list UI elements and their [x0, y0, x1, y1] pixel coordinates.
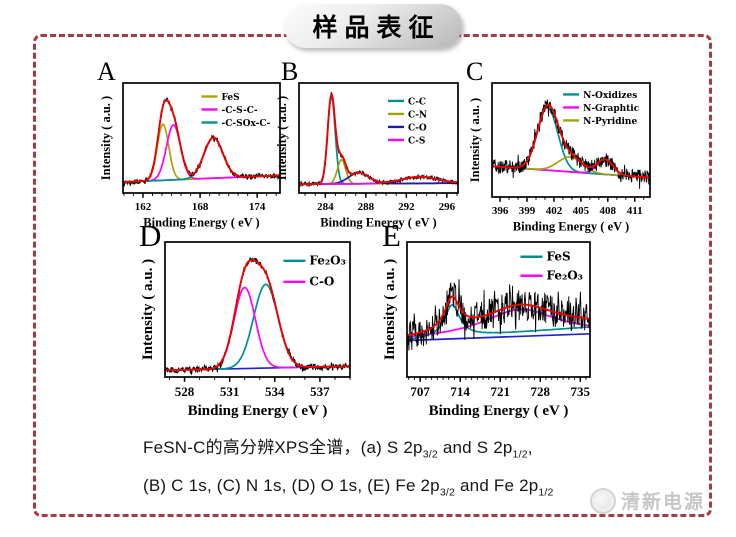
svg-text:174: 174 [249, 201, 266, 213]
svg-text:Intensity ( a.u. ): Intensity ( a.u. ) [140, 259, 156, 360]
svg-text:721: 721 [490, 384, 510, 399]
svg-text:A: A [97, 57, 116, 86]
watermark-logo-icon [590, 487, 616, 514]
svg-text:Binding Energy ( eV ): Binding Energy ( eV ) [513, 220, 629, 234]
svg-text:735: 735 [571, 384, 591, 399]
svg-text:Intensity ( a.u. ): Intensity ( a.u. ) [275, 96, 289, 180]
svg-text:292: 292 [398, 201, 415, 213]
svg-text:162: 162 [135, 201, 152, 213]
svg-text:728: 728 [530, 384, 550, 399]
svg-text:FeS: FeS [546, 249, 570, 263]
svg-text:E: E [382, 218, 401, 253]
svg-text:Intensity ( a.u. ): Intensity ( a.u. ) [468, 98, 482, 182]
svg-text:714: 714 [450, 384, 470, 399]
svg-text:405: 405 [573, 205, 590, 217]
svg-text:Binding Energy ( eV ): Binding Energy ( eV ) [320, 216, 436, 230]
svg-text:296: 296 [439, 201, 456, 213]
svg-text:402: 402 [546, 205, 563, 217]
watermark: 清新电源 [590, 487, 705, 514]
svg-text:411: 411 [627, 205, 643, 217]
svg-text:396: 396 [492, 205, 509, 217]
svg-text:C: C [466, 57, 483, 86]
svg-text:-C-SOx-C-: -C-SOx-C- [222, 119, 271, 129]
svg-text:531: 531 [220, 384, 240, 399]
svg-text:N-Pyridine: N-Pyridine [583, 117, 637, 127]
svg-text:C-O: C-O [309, 274, 334, 288]
caption-line-2: (B) C 1s, (C) N 1s, (D) O 1s, (E) Fe 2p3… [143, 476, 554, 499]
panel-a-chart: 162 168 174 Binding Energy ( eV ) Intensity … [97, 57, 281, 230]
svg-text:284: 284 [317, 201, 334, 213]
svg-text:Fe₂O₃: Fe₂O₃ [546, 268, 582, 282]
svg-text:Intensity ( a.u. ): Intensity ( a.u. ) [382, 259, 398, 360]
svg-text:C-N: C-N [408, 110, 427, 120]
title-banner: 样品表征 [284, 4, 462, 48]
caption-line-1: FeSN-C的高分辨XPS全谱，(a) S 2p3/2 and S 2p1/2, [143, 438, 533, 461]
svg-text:Binding Energy ( eV ): Binding Energy ( eV ) [188, 403, 328, 419]
svg-text:537: 537 [310, 384, 330, 399]
svg-text:408: 408 [600, 205, 617, 217]
svg-text:FeS: FeS [222, 93, 240, 103]
svg-text:-C-S-C-: -C-S-C- [222, 106, 258, 116]
svg-text:Fe₂O₃: Fe₂O₃ [309, 253, 345, 267]
panel-c-chart: 396 399 402 405 408 411 Binding Energy ( eV ) I… [466, 57, 651, 234]
svg-text:C-O: C-O [408, 123, 427, 133]
slide-title: 样品表征 [312, 15, 441, 42]
svg-text:Binding Energy ( eV ): Binding Energy ( eV ) [143, 216, 259, 230]
watermark-text: 清新电源 [621, 492, 706, 513]
svg-text:399: 399 [519, 205, 536, 217]
figure-caption: FeSN-C的高分辨XPS全谱，(a) S 2p3/2 and S 2p1/2,… [143, 432, 554, 509]
svg-text:C-C: C-C [408, 97, 426, 107]
svg-text:B: B [281, 57, 298, 86]
svg-text:707: 707 [410, 384, 430, 399]
svg-text:528: 528 [175, 384, 195, 399]
svg-text:N-Oxidizes: N-Oxidizes [583, 91, 637, 101]
svg-text:C-S: C-S [408, 136, 425, 146]
svg-text:288: 288 [358, 201, 375, 213]
svg-text:534: 534 [265, 384, 285, 399]
svg-text:D: D [139, 218, 161, 253]
svg-text:N-Graphtic: N-Graphtic [583, 104, 640, 114]
svg-text:168: 168 [192, 201, 209, 213]
svg-text:Intensity ( a.u. ): Intensity ( a.u. ) [99, 96, 113, 180]
svg-text:Binding Energy ( eV ): Binding Energy ( eV ) [429, 403, 569, 419]
panel-d-chart: 528 531 534 537 Binding Energy ( eV ) Intensi… [139, 218, 351, 419]
